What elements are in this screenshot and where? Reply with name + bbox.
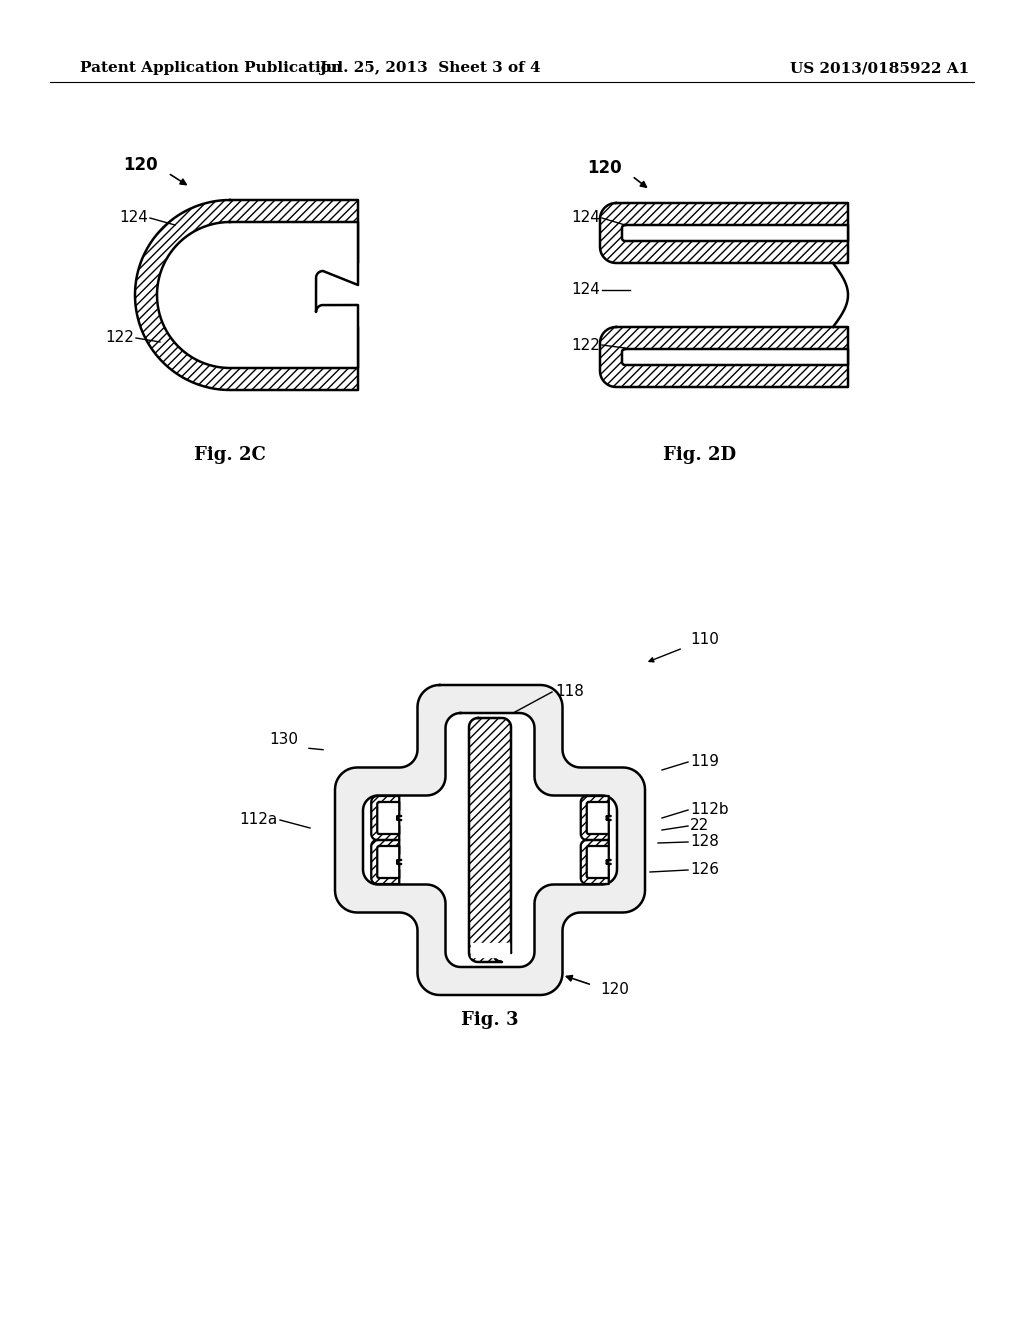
Text: 128: 128: [690, 834, 719, 850]
Text: 120: 120: [123, 156, 158, 174]
Text: 124: 124: [119, 210, 148, 226]
Text: US 2013/0185922 A1: US 2013/0185922 A1: [791, 61, 970, 75]
Polygon shape: [587, 846, 610, 878]
Polygon shape: [587, 803, 610, 834]
Text: 112b: 112b: [690, 803, 729, 817]
Text: 122: 122: [105, 330, 134, 346]
Text: 124: 124: [475, 935, 505, 949]
Polygon shape: [135, 201, 358, 389]
Text: 124: 124: [324, 260, 353, 276]
Polygon shape: [581, 796, 608, 840]
Text: Jul. 25, 2013  Sheet 3 of 4: Jul. 25, 2013 Sheet 3 of 4: [319, 61, 541, 75]
Polygon shape: [600, 327, 848, 387]
Text: 126: 126: [690, 862, 719, 878]
Polygon shape: [377, 803, 401, 834]
Text: 124: 124: [571, 210, 600, 226]
Polygon shape: [622, 224, 848, 242]
Text: 112a: 112a: [240, 813, 278, 828]
Text: 124: 124: [571, 282, 600, 297]
Polygon shape: [362, 713, 617, 968]
Text: Fig. 2C: Fig. 2C: [195, 446, 266, 465]
Polygon shape: [372, 840, 399, 884]
Text: 22: 22: [690, 818, 710, 833]
Text: 122: 122: [571, 338, 600, 352]
Polygon shape: [600, 203, 848, 263]
Text: 130: 130: [269, 733, 298, 747]
Polygon shape: [335, 685, 645, 995]
Polygon shape: [372, 796, 399, 840]
Text: Fig. 3: Fig. 3: [461, 1011, 519, 1030]
Text: 120: 120: [600, 982, 629, 998]
Text: 110: 110: [690, 632, 719, 648]
Text: Patent Application Publication: Patent Application Publication: [80, 61, 342, 75]
Polygon shape: [377, 846, 401, 878]
Polygon shape: [157, 222, 358, 368]
Polygon shape: [581, 840, 608, 884]
Text: 119: 119: [690, 755, 719, 770]
Polygon shape: [818, 268, 868, 322]
Text: Fig. 2D: Fig. 2D: [664, 446, 736, 465]
Polygon shape: [622, 348, 848, 366]
Text: 120: 120: [588, 158, 622, 177]
Text: 118: 118: [555, 685, 584, 700]
Polygon shape: [469, 718, 511, 962]
Polygon shape: [471, 942, 509, 957]
